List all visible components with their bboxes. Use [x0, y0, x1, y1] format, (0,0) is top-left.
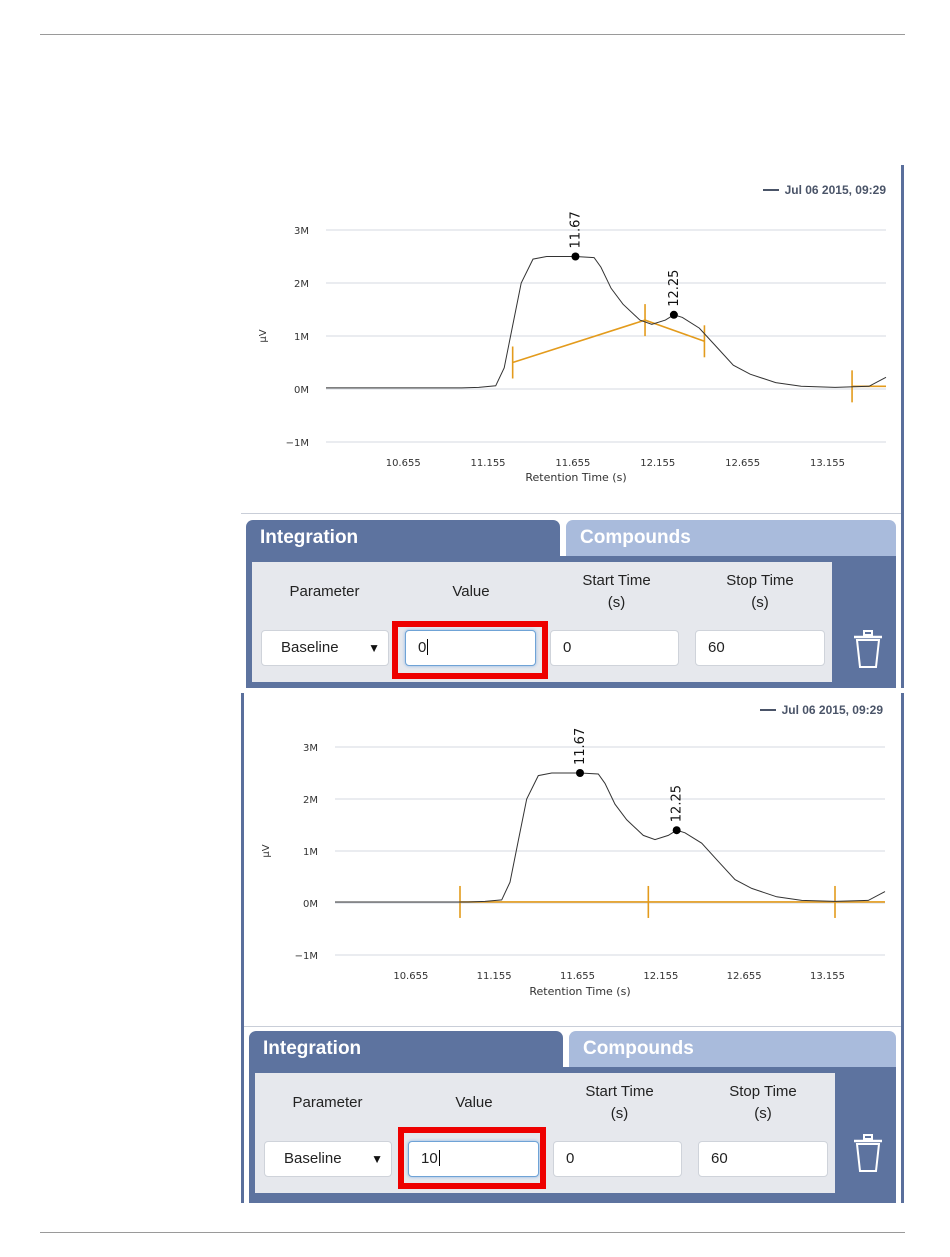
chromatogram-chart-2: 3M 2M 1M 0M −1M 10.655 11.155 11.655 12.155 12.65… — [244, 693, 895, 1023]
tab-compounds[interactable]: Compounds — [566, 520, 896, 556]
dropdown-arrow-icon: ▼ — [368, 641, 380, 655]
x-tick-label: 11.655 — [555, 458, 590, 469]
peak-label: 11.67 — [573, 728, 588, 765]
chromatogram-chart-1: 3M 2M 1M 0M −1M 10.655 11.155 11.655 12.155 12.65… — [241, 165, 898, 510]
parameter-table: Parameter Value Start Time (s) Stop Time(… — [252, 562, 832, 682]
x-tick-label: 12.155 — [640, 458, 675, 469]
y-tick-label: 3M — [303, 743, 318, 754]
header-stop-time: Stop Time (s) — [726, 572, 794, 611]
chart-svg-1: 3M 2M 1M 0M −1M 10.655 11.155 11.655 12.155 12.65… — [258, 211, 887, 484]
y-axis-label: µV — [261, 844, 272, 857]
peak-point[interactable] — [576, 769, 584, 777]
y-tick-label: 0M — [294, 385, 309, 396]
integration-tab-body: Parameter Value Start Time (s) Stop Time(… — [246, 556, 896, 688]
y-tick-label: 2M — [303, 795, 318, 806]
peak-point[interactable] — [672, 826, 681, 835]
text-cursor — [427, 639, 429, 655]
peak-label: 11.67 — [568, 211, 583, 248]
peak-point[interactable] — [571, 252, 580, 261]
legend-label: Jul 06 2015, 09:29 — [784, 183, 886, 197]
tab-compounds[interactable]: Compounds — [569, 1031, 896, 1067]
start-time-input[interactable]: 0 — [550, 630, 679, 666]
page-top-rule — [40, 34, 905, 35]
parameter-table: Parameter Value Start Time (s) Stop Time(… — [255, 1073, 835, 1193]
chart-svg-2: 3M 2M 1M 0M −1M 10.655 11.155 11.655 12.155 12.65… — [261, 728, 886, 998]
tab-integration[interactable]: Integration — [249, 1031, 563, 1067]
y-axis-label: µV — [258, 329, 269, 342]
parameter-select-value: Baseline — [284, 1150, 342, 1167]
x-tick-label: 12.655 — [727, 971, 762, 982]
parameter-row: Baseline ▼ 10 0 60 — [255, 1133, 835, 1193]
parameter-select[interactable]: Baseline ▼ — [264, 1141, 392, 1177]
y-tick-label: 0M — [303, 899, 318, 910]
parameter-row: Baseline ▼ 0 0 60 — [252, 622, 832, 682]
y-tick-label: −1M — [286, 438, 309, 449]
legend-swatch — [759, 709, 776, 711]
peak-point[interactable] — [669, 310, 678, 319]
y-tick-label: 1M — [303, 847, 318, 858]
x-tick-label: 10.655 — [386, 458, 421, 469]
trash-icon[interactable] — [852, 629, 884, 669]
text-cursor — [438, 1150, 440, 1166]
integration-panel-1: 3M 2M 1M 0M −1M 10.655 11.155 11.655 12.155 12.65… — [241, 165, 904, 688]
y-tick-label: 3M — [294, 226, 309, 237]
header-value: Value — [455, 1094, 493, 1111]
panel-separator — [241, 513, 901, 514]
x-tick-label: 13.155 — [810, 458, 845, 469]
header-parameter: Parameter — [289, 583, 360, 600]
header-parameter: Parameter — [292, 1094, 363, 1111]
y-tick-label: −1M — [295, 951, 318, 962]
dropdown-arrow-icon: ▼ — [371, 1152, 383, 1166]
tab-integration[interactable]: Integration — [246, 520, 560, 556]
legend-swatch — [762, 189, 779, 191]
trash-icon[interactable] — [852, 1133, 884, 1173]
chart-legend[interactable]: Jul 06 2015, 09:29 — [759, 703, 883, 717]
x-tick-label: 12.155 — [643, 971, 678, 982]
peak-label: 12.25 — [670, 785, 685, 822]
baseline-segment — [512, 319, 705, 364]
tabs-block: Integration Compounds Parameter Value St… — [246, 520, 896, 688]
chromatogram-trace — [326, 256, 887, 389]
x-tick-label: 10.655 — [393, 971, 428, 982]
tabs-block: Integration Compounds Parameter Value St… — [249, 1031, 896, 1203]
page-bottom-rule — [40, 1232, 905, 1233]
y-tick-label: 2M — [294, 279, 309, 290]
x-tick-label: 11.155 — [477, 971, 512, 982]
stop-time-input[interactable]: 60 — [695, 630, 825, 666]
start-time-input[interactable]: 0 — [553, 1141, 682, 1177]
integration-tab-body: Parameter Value Start Time (s) Stop Time(… — [249, 1067, 896, 1203]
x-tick-label: 13.155 — [810, 971, 845, 982]
x-tick-label: 12.655 — [725, 458, 760, 469]
chromatogram-trace — [335, 772, 886, 903]
value-input[interactable]: 0 — [405, 630, 536, 666]
x-tick-label: 11.155 — [471, 458, 506, 469]
stop-time-input[interactable]: 60 — [698, 1141, 828, 1177]
header-stop-time: Stop Time (s) — [729, 1083, 797, 1122]
value-input[interactable]: 10 — [408, 1141, 539, 1177]
x-tick-label: 11.655 — [560, 971, 595, 982]
header-value: Value — [452, 583, 490, 600]
header-start-time: Start Time (s) — [582, 572, 651, 611]
integration-panel-2: 3M 2M 1M 0M −1M 10.655 11.155 11.655 12.155 12.65… — [241, 693, 904, 1203]
x-axis-label: Retention Time (s) — [529, 985, 630, 998]
legend-label: Jul 06 2015, 09:29 — [781, 703, 883, 717]
peak-label: 12.25 — [667, 270, 682, 307]
parameter-select-value: Baseline — [281, 639, 339, 656]
x-axis-label: Retention Time (s) — [525, 471, 626, 484]
y-tick-label: 1M — [294, 332, 309, 343]
chart-legend[interactable]: Jul 06 2015, 09:29 — [762, 183, 886, 197]
header-start-time: Start Time (s) — [585, 1083, 654, 1122]
panel-separator — [244, 1026, 901, 1027]
parameter-select[interactable]: Baseline ▼ — [261, 630, 389, 666]
